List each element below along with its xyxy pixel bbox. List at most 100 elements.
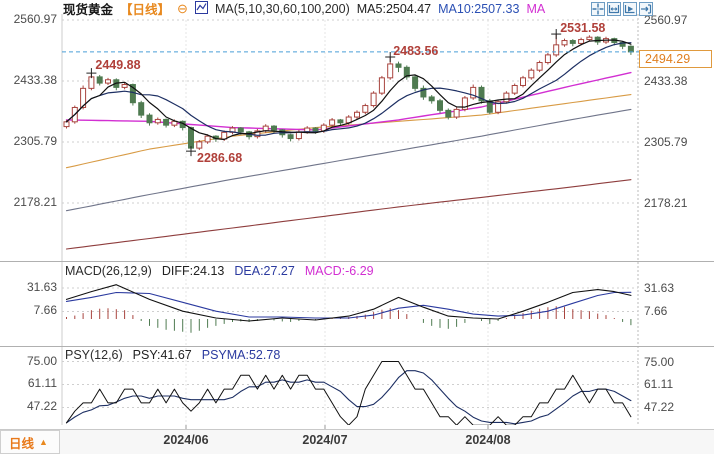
candle (370, 92, 377, 107)
ma10-line (65, 42, 632, 136)
chart-header: 现货黄金 【日线】 ⊖ MA(5,10,30,60,100,200) MA5:2… (63, 0, 546, 17)
candle (395, 63, 402, 68)
psyma-line (65, 370, 632, 425)
ma60-line (65, 94, 632, 169)
price-extreme-label: 2286.68 (197, 151, 243, 166)
candle (337, 119, 344, 124)
candle (453, 108, 460, 118)
ma30-value-truncated: MA (526, 1, 546, 16)
ma10-value: MA10:2507.33 (438, 1, 520, 16)
candle (420, 87, 427, 98)
ma-params-label: MA(5,10,30,60,100,200) (214, 1, 350, 16)
candle (544, 54, 551, 64)
chart-toolbar (591, 2, 653, 16)
macd-macd-value: MACD:-6.29 (304, 264, 374, 278)
candle (204, 135, 211, 143)
fit-width-icon[interactable] (607, 2, 621, 16)
axis-label: 2560.97 (644, 13, 688, 27)
candle (569, 40, 576, 44)
axis-label: 2433.38 (13, 73, 57, 87)
play-forward-icon[interactable] (623, 2, 637, 16)
axis-label: 31.63 (644, 281, 675, 295)
ma200-line (65, 179, 632, 250)
psyma-value: PSYMA:52.78 (201, 348, 281, 362)
month-label: 2024/06 (163, 433, 209, 447)
candle (520, 77, 526, 86)
psy-value: PSY:41.67 (132, 348, 192, 362)
candle (329, 119, 336, 126)
candle (503, 92, 510, 103)
month-label: 2024/07 (302, 433, 348, 447)
candle (627, 45, 634, 53)
candle (528, 69, 535, 79)
candle (88, 76, 95, 89)
axis-label: 2178.21 (644, 195, 688, 210)
price-extreme-label: 2449.88 (95, 58, 141, 73)
candle (561, 40, 568, 46)
macd-dea-value: DEA:27.27 (234, 264, 295, 278)
price-extreme-label: 2531.58 (560, 21, 606, 36)
candle (553, 44, 560, 56)
candle (486, 100, 493, 113)
candle (478, 86, 485, 102)
candle (121, 84, 128, 88)
candle (437, 100, 443, 111)
axis-label: 2305.79 (644, 135, 688, 149)
ma100-line (65, 108, 632, 212)
crosshair-tool-icon[interactable] (591, 2, 605, 16)
candle (287, 134, 294, 140)
period-selector[interactable]: 日线 ▲ (0, 430, 60, 454)
candle (196, 141, 203, 149)
axis-label: 31.63 (26, 280, 57, 294)
candle (254, 130, 261, 138)
axis-label: 47.22 (26, 399, 57, 414)
axis-label: 2560.97 (13, 12, 57, 26)
dea-line (65, 291, 632, 319)
psy-pane[interactable] (65, 361, 632, 426)
candle (578, 39, 585, 44)
candle (312, 127, 319, 132)
jump-latest-icon[interactable] (639, 2, 653, 16)
candle (271, 125, 277, 131)
candle (163, 118, 170, 126)
axis-label: 75.00 (26, 353, 57, 368)
ma5-line (65, 39, 632, 141)
time-axis-bar (0, 429, 714, 454)
axis-label: 75.00 (644, 354, 675, 369)
axis-label: 7.66 (644, 304, 668, 319)
candle (428, 96, 435, 102)
instrument-title: 现货黄金 (63, 3, 114, 17)
month-label: 2024/08 (465, 433, 511, 447)
period-label[interactable]: 【日线】 (120, 3, 171, 17)
collapse-indicator-icon[interactable]: ⊖ (177, 1, 188, 16)
candle (511, 84, 518, 94)
axis-label: 2305.79 (13, 134, 57, 148)
candle (362, 105, 369, 113)
axis-label: 7.66 (33, 303, 57, 318)
candle (470, 86, 477, 99)
candle (63, 121, 70, 128)
candle (594, 36, 601, 43)
candle (461, 97, 468, 110)
diff-line (65, 284, 632, 322)
candle (146, 114, 153, 124)
axis-label: 61.11 (644, 377, 674, 392)
macd-diff-value: DIFF:24.13 (161, 264, 225, 278)
candle (96, 76, 103, 84)
candle (536, 62, 543, 71)
candle (378, 77, 385, 94)
candlesticks (63, 34, 634, 152)
main-price-pane[interactable] (63, 29, 634, 250)
candle (138, 102, 145, 116)
candle (387, 63, 394, 79)
candle (154, 118, 161, 124)
price-extreme-label: 2483.56 (393, 44, 439, 58)
candle (237, 127, 244, 133)
indicator-chart-icon[interactable] (194, 0, 208, 17)
candle (412, 76, 419, 89)
psy-header: PSY(12,6) PSY:41.67 PSYMA:52.78 (65, 348, 280, 362)
macd-pane[interactable] (65, 284, 632, 333)
macd-name: MACD(26,12,9) (65, 264, 152, 278)
